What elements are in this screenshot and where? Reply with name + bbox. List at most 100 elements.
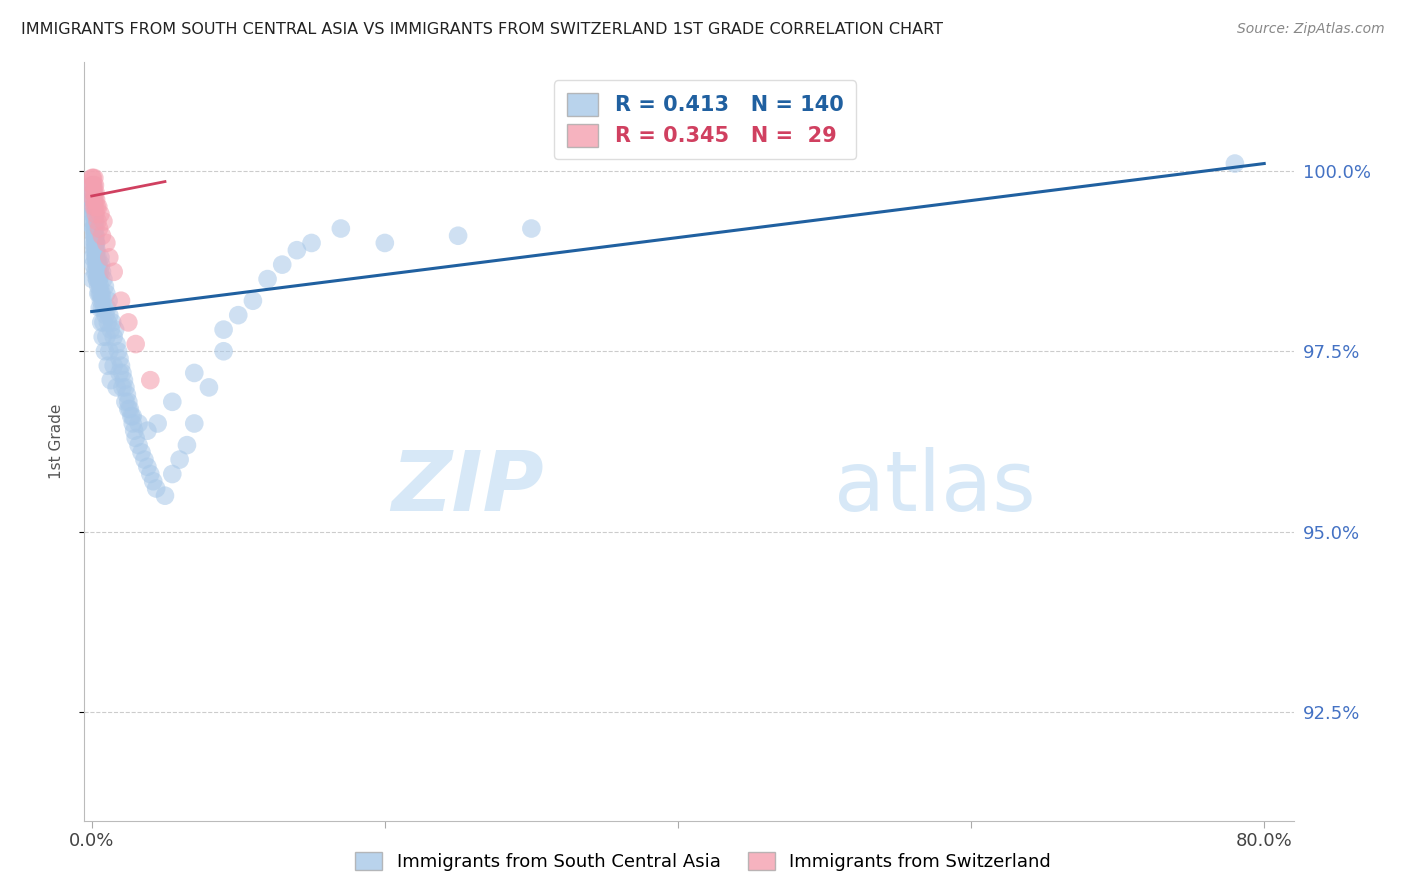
Point	[83, 207, 105, 221]
Point	[84, 235, 107, 250]
Point	[136, 424, 159, 438]
Point	[374, 235, 396, 250]
Point	[169, 452, 191, 467]
Point	[115, 387, 138, 401]
Point	[122, 424, 145, 438]
Point	[83, 207, 105, 221]
Point	[86, 243, 108, 257]
Point	[84, 258, 107, 272]
Point	[89, 265, 111, 279]
Point	[86, 251, 108, 265]
Point	[87, 272, 110, 286]
Point	[89, 251, 111, 265]
Point	[183, 417, 205, 431]
Point	[124, 431, 146, 445]
Point	[82, 171, 104, 186]
Point	[82, 221, 104, 235]
Point	[124, 337, 146, 351]
Point	[183, 366, 205, 380]
Point	[89, 286, 111, 301]
Point	[80, 171, 103, 186]
Point	[82, 178, 104, 193]
Point	[84, 228, 107, 243]
Point	[83, 214, 105, 228]
Point	[153, 489, 176, 503]
Point	[114, 380, 136, 394]
Point	[104, 323, 127, 337]
Point	[162, 467, 184, 481]
Point	[94, 344, 117, 359]
Point	[110, 359, 132, 373]
Point	[93, 272, 115, 286]
Point	[83, 243, 105, 257]
Point	[86, 214, 108, 228]
Point	[100, 373, 122, 387]
Point	[84, 186, 107, 200]
Point	[83, 200, 105, 214]
Point	[91, 228, 114, 243]
Point	[90, 315, 112, 329]
Point	[83, 228, 105, 243]
Point	[87, 258, 110, 272]
Point	[128, 417, 150, 431]
Point	[93, 301, 115, 315]
Point	[80, 193, 103, 207]
Point	[84, 251, 107, 265]
Point	[84, 207, 107, 221]
Point	[301, 235, 323, 250]
Point	[83, 207, 105, 221]
Point	[82, 186, 104, 200]
Legend: R = 0.413   N = 140, R = 0.345   N =  29: R = 0.413 N = 140, R = 0.345 N = 29	[554, 80, 856, 159]
Point	[105, 337, 128, 351]
Point	[82, 214, 104, 228]
Point	[139, 373, 162, 387]
Point	[98, 308, 121, 322]
Point	[84, 243, 107, 257]
Point	[83, 214, 105, 228]
Text: IMMIGRANTS FROM SOUTH CENTRAL ASIA VS IMMIGRANTS FROM SWITZERLAND 1ST GRADE CORR: IMMIGRANTS FROM SOUTH CENTRAL ASIA VS IM…	[21, 22, 943, 37]
Legend: Immigrants from South Central Asia, Immigrants from Switzerland: Immigrants from South Central Asia, Immi…	[347, 845, 1059, 879]
Point	[117, 394, 139, 409]
Point	[226, 308, 249, 322]
Point	[96, 301, 118, 315]
Point	[114, 394, 136, 409]
Point	[93, 214, 115, 228]
Point	[103, 330, 125, 344]
Point	[103, 359, 125, 373]
Point	[212, 344, 235, 359]
Point	[83, 200, 105, 214]
Point	[110, 293, 132, 308]
Point	[96, 330, 118, 344]
Point	[146, 417, 169, 431]
Point	[86, 258, 108, 272]
Point	[142, 475, 165, 489]
Point	[90, 293, 112, 308]
Point	[84, 235, 107, 250]
Point	[131, 445, 153, 459]
Point	[107, 344, 129, 359]
Point	[108, 366, 131, 380]
Point	[520, 221, 543, 235]
Point	[117, 315, 139, 329]
Point	[89, 301, 111, 315]
Point	[89, 207, 111, 221]
Point	[97, 293, 120, 308]
Point	[84, 243, 107, 257]
Point	[84, 251, 107, 265]
Point	[100, 323, 122, 337]
Point	[82, 272, 104, 286]
Point	[83, 171, 105, 186]
Text: ZIP: ZIP	[391, 447, 544, 527]
Point	[84, 265, 107, 279]
Point	[176, 438, 198, 452]
Point	[90, 286, 112, 301]
Point	[83, 193, 105, 207]
Point	[108, 351, 131, 366]
Point	[139, 467, 162, 481]
Point	[105, 380, 128, 394]
Point	[84, 251, 107, 265]
Point	[87, 221, 110, 235]
Point	[82, 251, 104, 265]
Point	[121, 409, 143, 424]
Point	[87, 272, 110, 286]
